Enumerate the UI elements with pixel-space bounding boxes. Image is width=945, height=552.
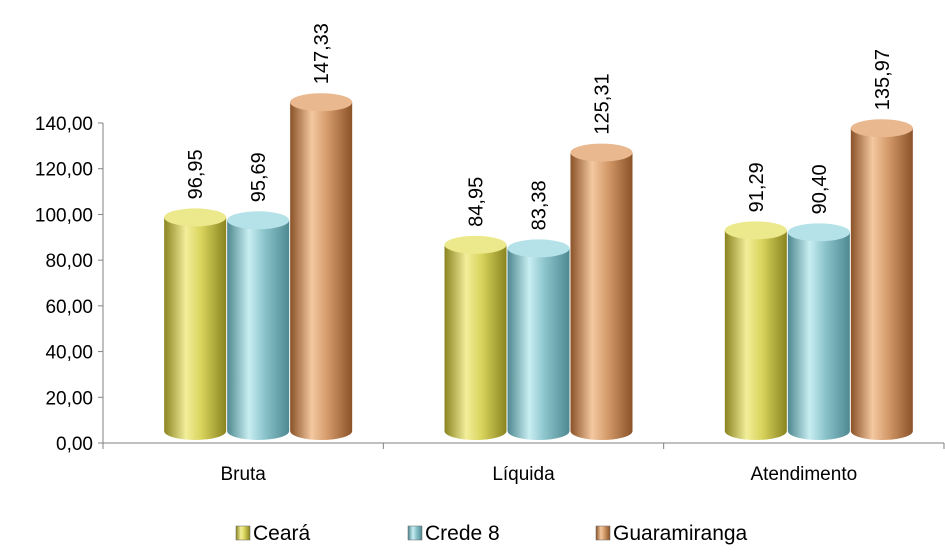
bar-top bbox=[787, 223, 850, 242]
chart-bars bbox=[164, 93, 913, 440]
bar bbox=[850, 119, 913, 440]
bar bbox=[787, 223, 850, 440]
y-tick-label: 60,00 bbox=[45, 297, 93, 318]
y-tick-label: 140,00 bbox=[35, 114, 93, 135]
y-tick-label: 40,00 bbox=[45, 343, 93, 364]
bar bbox=[444, 235, 507, 440]
data-label: 135,97 bbox=[872, 49, 894, 110]
bar-top bbox=[290, 93, 353, 112]
y-tick-label: 120,00 bbox=[35, 160, 93, 181]
data-label: 84,95 bbox=[466, 177, 488, 227]
data-label: 95,69 bbox=[248, 152, 270, 202]
bar-top bbox=[164, 208, 227, 227]
bar-body bbox=[850, 128, 913, 440]
legend-swatch bbox=[235, 525, 251, 541]
bar-top bbox=[444, 235, 507, 254]
bar-body bbox=[227, 220, 290, 440]
bar-body bbox=[290, 102, 353, 440]
x-tick-label: Atendimento bbox=[750, 464, 857, 485]
legend-label: Crede 8 bbox=[425, 522, 500, 545]
legend-label: Ceará bbox=[253, 522, 311, 545]
bar bbox=[570, 143, 633, 440]
bar-body bbox=[724, 230, 787, 440]
chart-legend: Ceará Crede 8 Guaramiranga bbox=[235, 522, 748, 545]
chart-axes: 0,00 20,00 40,00 60,00 80,00 100,00 120,00 140,… bbox=[35, 114, 945, 485]
y-tick-label: 100,00 bbox=[35, 205, 93, 226]
bar-body bbox=[787, 232, 850, 440]
data-label: 96,95 bbox=[185, 149, 207, 199]
x-tick-label: Líquida bbox=[492, 464, 555, 485]
x-tick-label: Bruta bbox=[220, 464, 266, 485]
bar-body bbox=[164, 217, 227, 440]
data-label: 147,33 bbox=[311, 23, 333, 84]
y-tick-label: 80,00 bbox=[45, 251, 93, 272]
data-label: 91,29 bbox=[746, 162, 768, 212]
bar bbox=[290, 93, 353, 440]
chart-data-labels: 96,95 95,69 147,33 84,95 83,38 125,31 91,29 90,… bbox=[185, 23, 894, 230]
y-tick-label: 20,00 bbox=[45, 388, 93, 409]
legend-label: Guaramiranga bbox=[613, 522, 748, 545]
bar bbox=[164, 208, 227, 440]
data-label: 125,31 bbox=[592, 73, 614, 134]
bar bbox=[227, 211, 290, 440]
data-label: 90,40 bbox=[809, 164, 831, 214]
bar-body bbox=[444, 244, 507, 440]
bar bbox=[507, 239, 570, 440]
bar-body bbox=[507, 248, 570, 440]
bar-top bbox=[507, 239, 570, 258]
legend-swatch bbox=[407, 525, 423, 541]
data-label: 83,38 bbox=[529, 180, 551, 230]
bar-top bbox=[227, 211, 290, 230]
bar-top bbox=[724, 221, 787, 240]
y-tick-label: 0,00 bbox=[56, 434, 93, 455]
bar-top bbox=[570, 143, 633, 162]
bar-body bbox=[570, 152, 633, 440]
legend-swatch bbox=[595, 525, 611, 541]
bar-top bbox=[850, 119, 913, 138]
bar bbox=[724, 221, 787, 440]
